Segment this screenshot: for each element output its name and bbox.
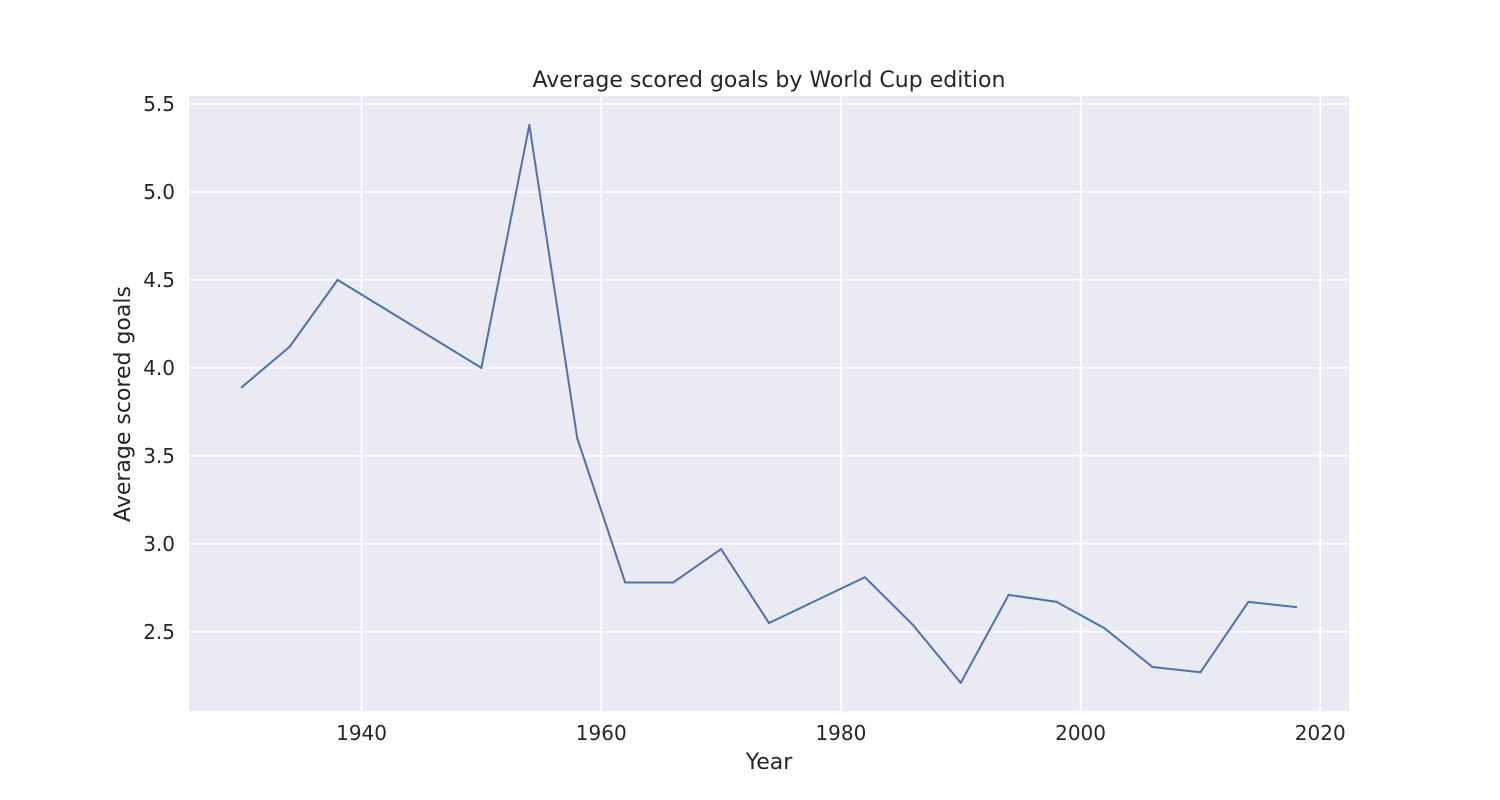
x-tick-label: 1960 (576, 721, 627, 745)
x-tick-label: 1980 (815, 721, 866, 745)
y-axis-title: Average scored goals (111, 286, 136, 522)
y-tick-label: 5.5 (143, 92, 175, 116)
x-tick-label: 2000 (1055, 721, 1106, 745)
series-layer (240, 124, 1298, 684)
plot-area (189, 96, 1349, 711)
data-point (1295, 606, 1298, 609)
data-point (480, 366, 483, 369)
data-point (528, 124, 531, 127)
y-tick-label: 3.5 (143, 444, 175, 468)
data-point (863, 576, 866, 579)
x-axis-title: Year (745, 750, 794, 775)
data-point (672, 581, 675, 584)
x-axis-ticks: 1940 1960 1980 2000 2020 (336, 721, 1346, 745)
data-point (1103, 627, 1106, 630)
y-tick-label: 2.5 (143, 620, 175, 644)
x-tick-label: 1940 (336, 721, 387, 745)
data-point (815, 599, 818, 602)
data-point (959, 681, 962, 684)
data-point (1199, 671, 1202, 674)
chart-title: Average scored goals by World Cup editio… (533, 68, 1006, 93)
data-point (240, 386, 243, 389)
y-tick-label: 5.0 (143, 180, 175, 204)
y-tick-label: 4.5 (143, 268, 175, 292)
y-tick-label: 3.0 (143, 532, 175, 556)
y-tick-label: 4.0 (143, 356, 175, 380)
data-point (911, 623, 914, 626)
x-tick-label: 2020 (1295, 721, 1346, 745)
data-point (1151, 666, 1154, 669)
data-point (624, 581, 627, 584)
data-point (1007, 593, 1010, 596)
data-point (1055, 600, 1058, 603)
data-point (576, 437, 579, 440)
grid-lines (189, 96, 1349, 711)
data-point (720, 548, 723, 551)
data-point (288, 345, 291, 348)
y-axis-ticks: 2.5 3.0 3.5 4.0 4.5 5.0 5.5 (143, 92, 175, 644)
data-point (1247, 600, 1250, 603)
data-point (768, 622, 770, 625)
data-point (336, 278, 339, 281)
